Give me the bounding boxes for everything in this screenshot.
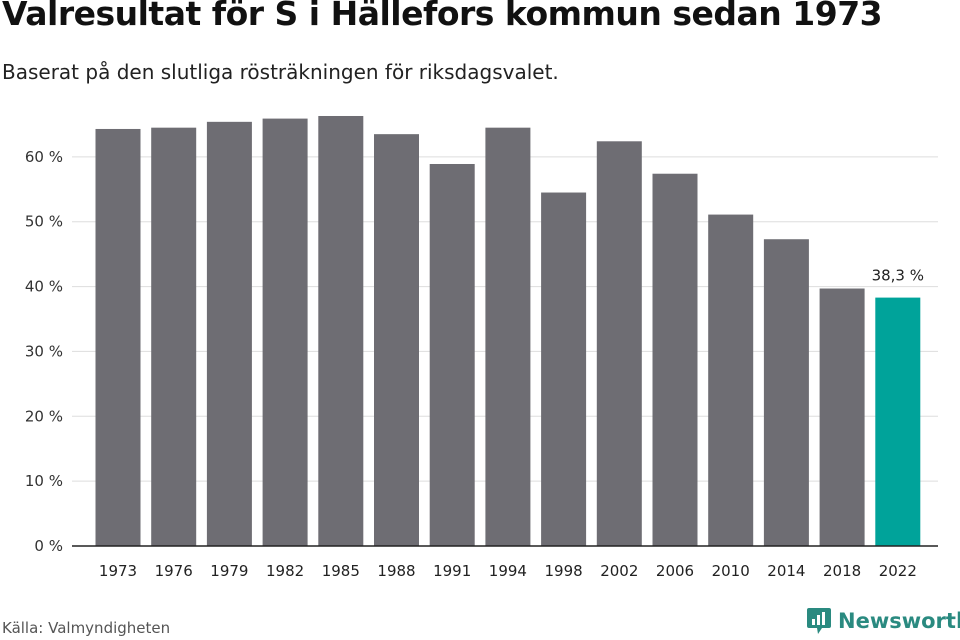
data-label-2022: 38,3 % [872, 267, 924, 285]
bar-1973 [95, 128, 141, 546]
source-note: Källa: Valmyndigheten [2, 619, 171, 637]
bar-2006 [652, 173, 698, 546]
x-tick-label-1988: 1988 [377, 562, 415, 580]
y-tick-label-60: 60 % [25, 148, 63, 166]
x-tick-label-2002: 2002 [600, 562, 638, 580]
x-tick-label-1976: 1976 [155, 562, 193, 580]
x-tick-label-2006: 2006 [656, 562, 694, 580]
brand-name: Newsworthy [838, 609, 960, 633]
x-tick-label-2018: 2018 [823, 562, 861, 580]
x-tick-label-1991: 1991 [433, 562, 471, 580]
x-tick-label-2010: 2010 [712, 562, 750, 580]
bar-1982 [262, 118, 308, 546]
x-tick-label-1994: 1994 [489, 562, 527, 580]
x-tick-label-1985: 1985 [322, 562, 360, 580]
x-tick-label-2022: 2022 [879, 562, 917, 580]
y-tick-label-50: 50 % [25, 213, 63, 231]
y-tick-label-20: 20 % [25, 407, 63, 425]
newsworthy-logo-icon [807, 608, 831, 634]
bar-2014 [763, 239, 809, 546]
bar-1985 [318, 115, 364, 547]
bar-1994 [485, 127, 531, 547]
bar-1979 [206, 121, 252, 546]
x-tick-label-1982: 1982 [266, 562, 304, 580]
x-tick-label-1998: 1998 [545, 562, 583, 580]
y-tick-labels: 0 % 10 % 20 % 30 % 40 % 50 % 60 % [25, 148, 63, 555]
bar-1991 [429, 163, 475, 546]
y-tick-label-30: 30 % [25, 342, 63, 360]
bar-2002 [596, 141, 642, 546]
bar-1998 [541, 192, 587, 546]
bar-2018 [819, 288, 865, 546]
x-tick-label-2014: 2014 [767, 562, 805, 580]
bar-2010 [708, 214, 754, 546]
chart-subtitle: Baserat på den slutliga rösträkningen fö… [2, 60, 559, 84]
x-tick-labels: 1973 1976 1979 1982 1985 1988 1991 1994 1998 2002… [99, 562, 917, 580]
bar-2022 [875, 297, 921, 546]
bar-chart: 0 % 10 % 20 % 30 % 40 % 50 % 60 % 1973 1976 1979… [25, 115, 938, 580]
chart-title: Valresultat för S i Hällefors kommun sed… [2, 0, 883, 33]
data-labels: 38,3 % [872, 267, 924, 285]
x-tick-label-1979: 1979 [210, 562, 248, 580]
y-tick-label-10: 10 % [25, 472, 63, 490]
bar-1988 [374, 134, 419, 546]
y-tick-label-40: 40 % [25, 278, 63, 296]
brand-logo[interactable]: Newsworthy [806, 606, 960, 636]
y-tick-label-0: 0 % [34, 537, 63, 555]
bars [95, 115, 921, 547]
x-tick-label-1973: 1973 [99, 562, 137, 580]
bar-1976 [151, 127, 197, 547]
